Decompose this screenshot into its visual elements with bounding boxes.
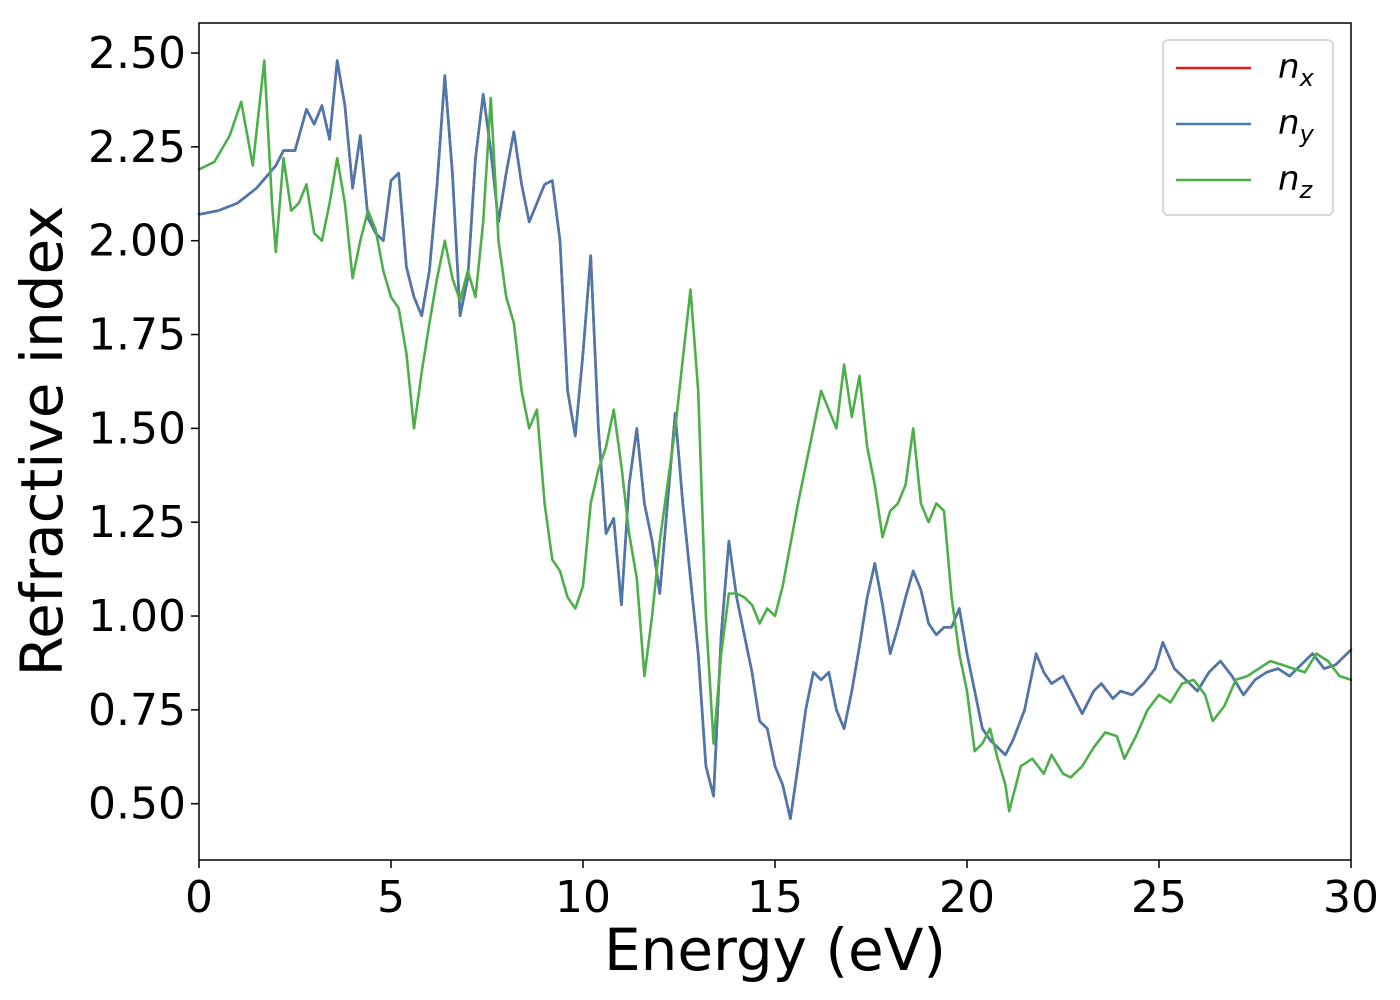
y-tick-label: 2.25: [88, 122, 186, 173]
x-tick-label: 30: [1323, 872, 1379, 923]
x-tick-label: 10: [555, 872, 611, 923]
x-tick-label: 20: [939, 872, 995, 923]
y-tick-label: 1.50: [88, 403, 186, 454]
y-tick-label: 1.75: [88, 310, 186, 361]
y-tick-label: 2.00: [88, 216, 186, 267]
x-tick-label: 15: [747, 872, 803, 923]
legend-label-ny: ny: [1278, 103, 1315, 148]
legend-box: [1162, 39, 1334, 216]
series-line-nz: [197, 59, 1353, 813]
y-tick-label: 0.75: [88, 685, 186, 736]
y-tick-label: 1.00: [88, 591, 186, 642]
y-axis-ticks: 0.50 0.75 1.00 1.25 1.50 1.75 2.00 2.25 2.50: [88, 28, 199, 830]
series-layer: [197, 59, 1353, 820]
y-tick-label: 0.50: [88, 779, 186, 830]
x-tick-label: 5: [377, 872, 405, 923]
series-line-ny: [197, 59, 1353, 820]
x-tick-label: 25: [1131, 872, 1187, 923]
x-tick-label: 0: [185, 872, 213, 923]
y-tick-label: 1.25: [88, 497, 186, 548]
x-axis-title: Energy (eV): [604, 916, 946, 984]
x-axis-ticks: 0 5 10 15 20 25 30: [185, 860, 1379, 923]
y-tick-label: 2.50: [88, 28, 186, 79]
y-axis-title: Refractive index: [8, 205, 76, 676]
